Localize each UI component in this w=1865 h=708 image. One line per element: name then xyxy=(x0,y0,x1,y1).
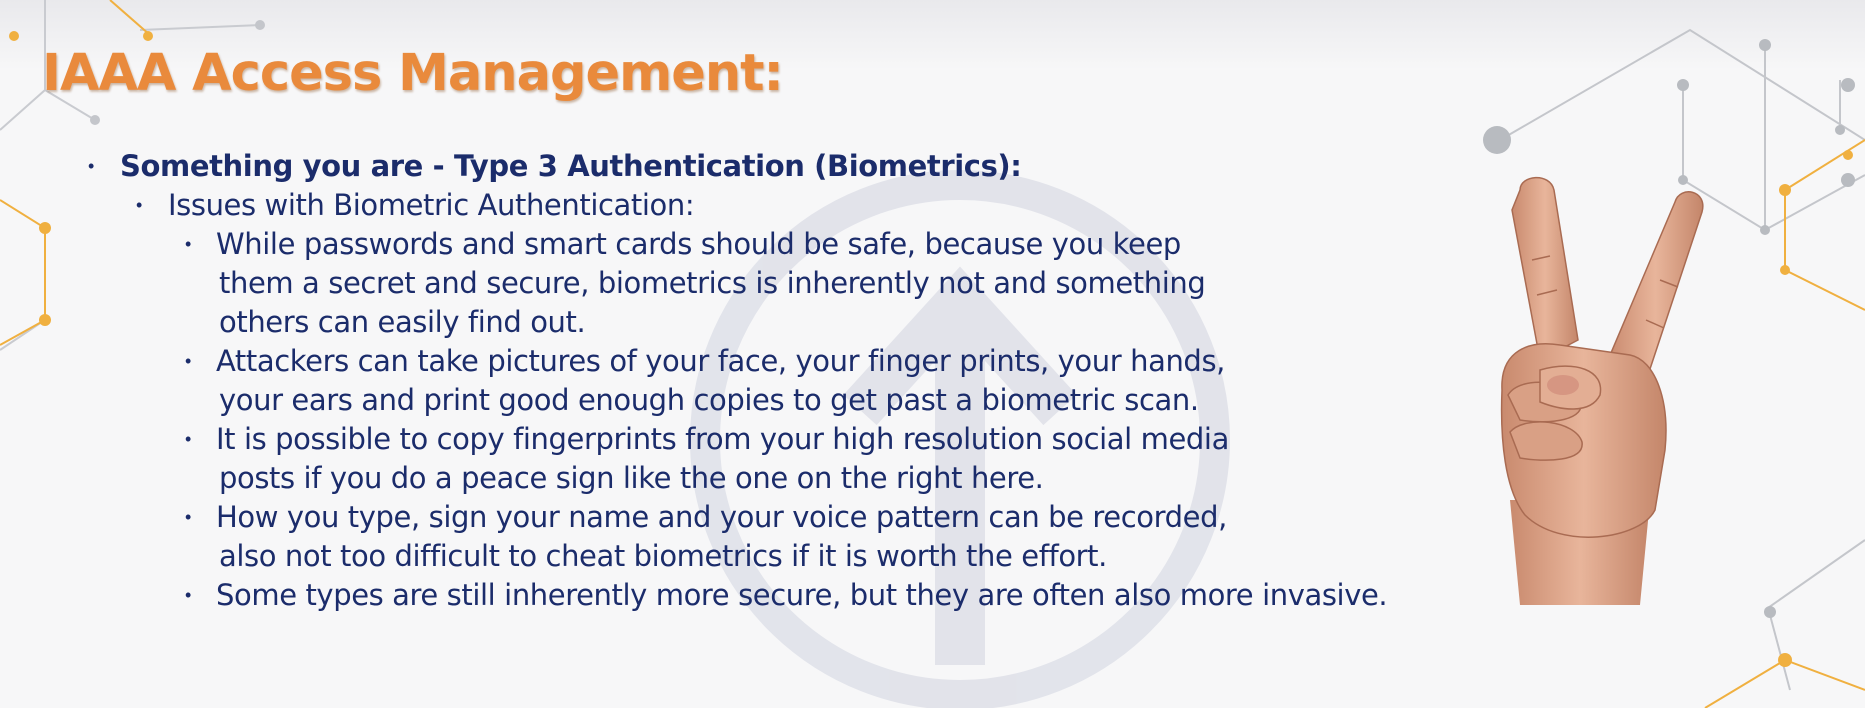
point-2-line-1: Attackers can take pictures of your face… xyxy=(216,344,1225,378)
point-3-line-2: posts if you do a peace sign like the on… xyxy=(219,461,1044,495)
bullet-marker: • xyxy=(185,507,192,527)
peace-sign-hand-icon xyxy=(1500,176,1704,605)
point-1-line-3: others can easily find out. xyxy=(219,305,586,339)
point-2-line-2: your ears and print good enough copies t… xyxy=(219,383,1199,417)
watermark-icon xyxy=(690,170,1230,708)
bullet-marker: • xyxy=(185,429,192,449)
slide-title: IAAA Access Management: xyxy=(42,44,784,103)
point-1-line-1: While passwords and smart cards should b… xyxy=(216,227,1181,261)
point-1-line-2: them a secret and secure, biometrics is … xyxy=(219,266,1206,300)
bullet-marker: • xyxy=(185,234,192,254)
bullet-marker: • xyxy=(185,351,192,371)
bullet-marker: • xyxy=(88,156,95,176)
bullet-marker: • xyxy=(136,195,143,215)
level2-subheading: Issues with Biometric Authentication: xyxy=(168,188,695,222)
point-4-line-2: also not too difficult to cheat biometri… xyxy=(219,539,1107,573)
point-3-line-1: It is possible to copy fingerprints from… xyxy=(216,422,1229,456)
point-5-line-1: Some types are still inherently more sec… xyxy=(216,578,1388,612)
level1-heading: Something you are - Type 3 Authenticatio… xyxy=(120,149,1022,183)
top-fade xyxy=(0,0,1865,70)
point-4-line-1: How you type, sign your name and your vo… xyxy=(216,500,1227,534)
bullet-marker: • xyxy=(185,585,192,605)
